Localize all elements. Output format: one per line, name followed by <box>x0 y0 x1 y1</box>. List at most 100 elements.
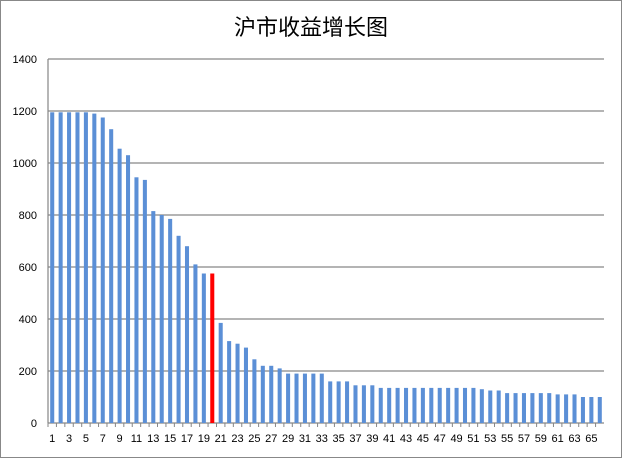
x-tick-label: 55 <box>501 433 513 445</box>
x-tick-label: 29 <box>282 433 294 445</box>
x-tick-label: 3 <box>66 433 72 445</box>
bar <box>277 368 282 423</box>
bar <box>235 343 240 423</box>
x-tick-label: 65 <box>585 433 597 445</box>
bar <box>67 112 72 424</box>
x-tick-label: 25 <box>248 433 260 445</box>
bar <box>404 387 409 423</box>
y-tick-label: 400 <box>19 314 37 326</box>
bar <box>260 365 265 423</box>
x-tick-label: 45 <box>417 433 429 445</box>
bar <box>302 373 307 423</box>
bar <box>513 393 518 423</box>
bar <box>387 387 392 423</box>
bar <box>227 341 232 423</box>
x-tick-label: 11 <box>131 433 142 445</box>
x-tick-label: 39 <box>366 433 378 445</box>
bar <box>479 389 484 423</box>
bar <box>294 373 299 423</box>
bar <box>361 385 366 423</box>
bar <box>58 112 63 424</box>
bar <box>184 246 190 423</box>
bar <box>488 390 493 423</box>
bar <box>454 387 459 423</box>
bar <box>378 387 383 423</box>
bar <box>100 117 105 423</box>
bar <box>252 359 257 423</box>
bar <box>521 393 526 423</box>
bar <box>505 393 510 423</box>
x-tick-label: 35 <box>333 433 345 445</box>
bar <box>345 381 350 423</box>
x-tick-label: 9 <box>117 433 123 445</box>
bar <box>412 387 417 423</box>
x-tick-label: 17 <box>181 433 193 445</box>
x-tick-label: 41 <box>383 433 395 445</box>
bar <box>243 347 248 423</box>
bar <box>117 148 122 423</box>
x-tick-label: 15 <box>164 433 176 445</box>
bar <box>538 393 543 423</box>
x-tick-label: 61 <box>552 433 564 445</box>
bar <box>496 390 501 423</box>
bar <box>109 129 114 423</box>
x-tick-label: 5 <box>83 433 89 445</box>
y-tick-label: 600 <box>19 262 37 274</box>
y-tick-label: 0 <box>31 418 37 430</box>
x-tick-label: 63 <box>568 433 580 445</box>
bar <box>83 112 88 424</box>
bar <box>176 235 181 423</box>
bar <box>193 264 198 423</box>
chart-title: 沪市收益增长图 <box>233 16 388 41</box>
x-tick-label: 51 <box>467 433 479 445</box>
bar <box>589 397 594 423</box>
x-tick-label: 33 <box>316 433 328 445</box>
bar <box>311 373 316 423</box>
bar <box>75 112 80 424</box>
x-tick-label: 53 <box>484 433 496 445</box>
bar <box>142 179 147 423</box>
y-tick-label: 200 <box>19 366 37 378</box>
bar <box>530 393 535 423</box>
bar <box>151 211 156 423</box>
y-tick-label: 800 <box>19 210 37 222</box>
bar <box>420 387 425 423</box>
bar <box>446 387 451 423</box>
x-tick-label: 43 <box>400 433 412 445</box>
bar <box>328 381 333 423</box>
bar <box>269 365 274 423</box>
x-tick-label: 23 <box>231 433 243 445</box>
bar <box>462 387 468 423</box>
x-tick-label: 27 <box>265 433 277 445</box>
y-tick-label: 1200 <box>13 106 37 118</box>
bar <box>564 394 569 423</box>
bar <box>286 373 291 423</box>
bar <box>597 397 602 423</box>
bar <box>572 394 577 423</box>
x-tick-label: 49 <box>450 433 462 445</box>
x-tick-label: 57 <box>518 433 530 445</box>
bar <box>471 387 476 423</box>
bar <box>336 381 341 423</box>
highlighted-bar <box>210 273 215 423</box>
bar <box>201 273 206 423</box>
x-tick-label: 19 <box>198 433 210 445</box>
x-tick-label: 7 <box>100 433 106 445</box>
bar <box>159 215 164 423</box>
bar <box>395 387 400 423</box>
x-tick-label: 47 <box>434 433 446 445</box>
y-tick-label: 1000 <box>13 158 37 170</box>
bar <box>218 322 223 423</box>
bar <box>92 113 97 423</box>
x-tick-label: 21 <box>215 433 227 445</box>
x-tick-label: 13 <box>147 433 159 445</box>
bar <box>547 393 552 423</box>
x-tick-label: 37 <box>349 433 361 445</box>
x-tick-label: 59 <box>535 433 547 445</box>
bar <box>50 112 55 424</box>
bar <box>134 177 139 423</box>
bar <box>353 385 358 423</box>
y-tick-label: 1400 <box>13 54 37 66</box>
bar <box>168 218 173 423</box>
